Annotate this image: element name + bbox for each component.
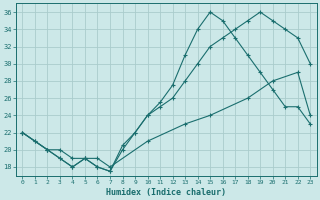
X-axis label: Humidex (Indice chaleur): Humidex (Indice chaleur) xyxy=(106,188,226,197)
